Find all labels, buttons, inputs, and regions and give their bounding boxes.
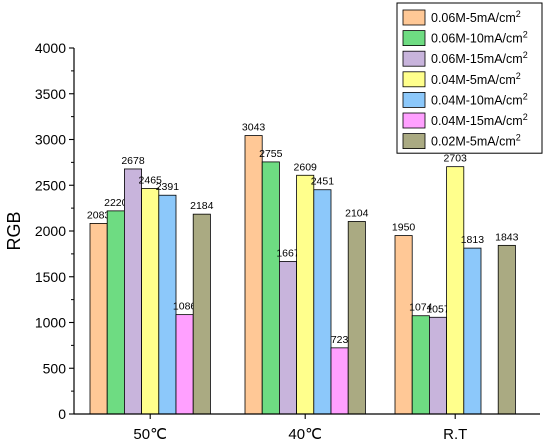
bar-s1-c1: [261, 161, 280, 415]
bar-s0-c2: [394, 235, 413, 415]
legend-entry-2: 0.06M-15mA/cm2: [431, 50, 528, 66]
legend-label-3: 0.04M-5mA/cm: [431, 73, 516, 87]
y-tick-label-4: 2000: [35, 223, 66, 239]
y-tick-label-1: 500: [43, 360, 67, 376]
data-label-s5-c0: 1086: [173, 301, 197, 313]
y-axis-title: RGB: [4, 211, 24, 250]
legend-swatch-5: [402, 112, 426, 129]
legend-entry-5: 0.04M-15mA/cm2: [431, 112, 528, 128]
bar-s3-c2: [446, 166, 465, 415]
legend-label-sup-5: 2: [523, 112, 528, 122]
legend-swatch-0: [402, 9, 426, 26]
bar-s4-c2: [463, 247, 482, 415]
bar-s3-c0: [141, 188, 160, 415]
bar-s6-c2: [497, 244, 516, 415]
y-tick-label-6: 3000: [35, 132, 66, 148]
bar-s6-c0: [192, 213, 211, 415]
data-label-s4-c1: 2451: [311, 176, 335, 188]
legend-label-2: 0.06M-15mA/cm: [431, 52, 523, 66]
y-tick-label-0: 0: [58, 406, 66, 422]
data-label-s1-c1: 2755: [259, 148, 283, 160]
y-tick-label-7: 3500: [35, 86, 66, 102]
data-label-s6-c1: 2104: [345, 207, 369, 219]
legend-swatch-6: [402, 133, 426, 150]
bar-s5-c0: [175, 314, 194, 415]
x-tick-label-0: 50℃: [133, 426, 167, 443]
legend-entry-0: 0.06M-5mA/cm2: [431, 9, 521, 25]
data-label-s2-c2: 1057: [426, 303, 450, 315]
data-label-s3-c2: 2703: [444, 153, 468, 165]
legend-entry-3: 0.04M-5mA/cm2: [431, 71, 521, 87]
legend-label-0: 0.06M-5mA/cm: [431, 11, 516, 25]
data-label-s2-c0: 2678: [121, 155, 145, 167]
data-label-s0-c1: 3043: [242, 122, 266, 134]
bar-s1-c0: [106, 210, 125, 415]
data-label-s5-c1: 723: [331, 334, 349, 346]
bar-s0-c0: [89, 223, 108, 415]
bar-s3-c1: [296, 174, 315, 415]
legend-entry-6: 0.02M-5mA/cm2: [431, 133, 521, 149]
bar-s0-c1: [244, 135, 263, 415]
y-tick-label-8: 4000: [35, 40, 66, 56]
bar-s2-c1: [278, 261, 297, 415]
legend-label-6: 0.02M-5mA/cm: [431, 135, 516, 149]
legend-label-sup-3: 2: [516, 71, 521, 81]
y-tick-label-3: 1500: [35, 269, 66, 285]
data-label-s6-c2: 1843: [495, 231, 519, 243]
data-label-s4-c2: 1813: [461, 234, 485, 246]
bar-s4-c1: [313, 189, 332, 415]
bar-s5-c1: [330, 347, 349, 415]
data-label-s3-c1: 2609: [294, 161, 318, 173]
legend-label-sup-6: 2: [516, 133, 521, 143]
legend-label-5: 0.04M-15mA/cm: [431, 114, 523, 128]
legend-swatch-1: [402, 30, 426, 47]
bar-s2-c0: [124, 168, 143, 415]
legend-label-4: 0.04M-10mA/cm: [431, 93, 523, 107]
legend: 0.06M-5mA/cm20.06M-10mA/cm20.06M-15mA/cm…: [396, 2, 543, 154]
legend-label-1: 0.06M-10mA/cm: [431, 32, 523, 46]
y-tick-label-5: 2500: [35, 177, 66, 193]
y-tick-label-2: 1000: [35, 315, 66, 331]
x-tick-label-2: R.T: [443, 426, 467, 443]
legend-label-sup-4: 2: [523, 91, 528, 101]
x-tick-label-1: 40℃: [288, 426, 322, 443]
data-label-s2-c1: 1667: [276, 247, 300, 259]
legend-label-sup-1: 2: [523, 30, 528, 40]
data-label-s6-c0: 2184: [190, 200, 214, 212]
data-label-s0-c0: 2083: [87, 209, 111, 221]
data-label-s0-c2: 1950: [392, 222, 416, 234]
data-label-s3-c0: 2465: [139, 174, 163, 186]
legend-label-sup-0: 2: [516, 9, 521, 19]
legend-swatch-4: [402, 92, 426, 108]
data-label-s1-c0: 2220: [104, 197, 128, 209]
legend-entry-4: 0.04M-10mA/cm2: [431, 91, 528, 107]
data-label-s4-c0: 2391: [156, 181, 180, 193]
legend-entry-1: 0.06M-10mA/cm2: [431, 30, 528, 46]
legend-swatch-2: [402, 50, 426, 67]
bar-s6-c1: [347, 221, 366, 415]
data-label-s1-c2: 1074: [409, 302, 433, 314]
bar-s2-c2: [428, 316, 447, 415]
legend-swatch-3: [402, 71, 426, 88]
legend-label-sup-2: 2: [523, 50, 528, 60]
bar-s1-c2: [411, 315, 430, 415]
